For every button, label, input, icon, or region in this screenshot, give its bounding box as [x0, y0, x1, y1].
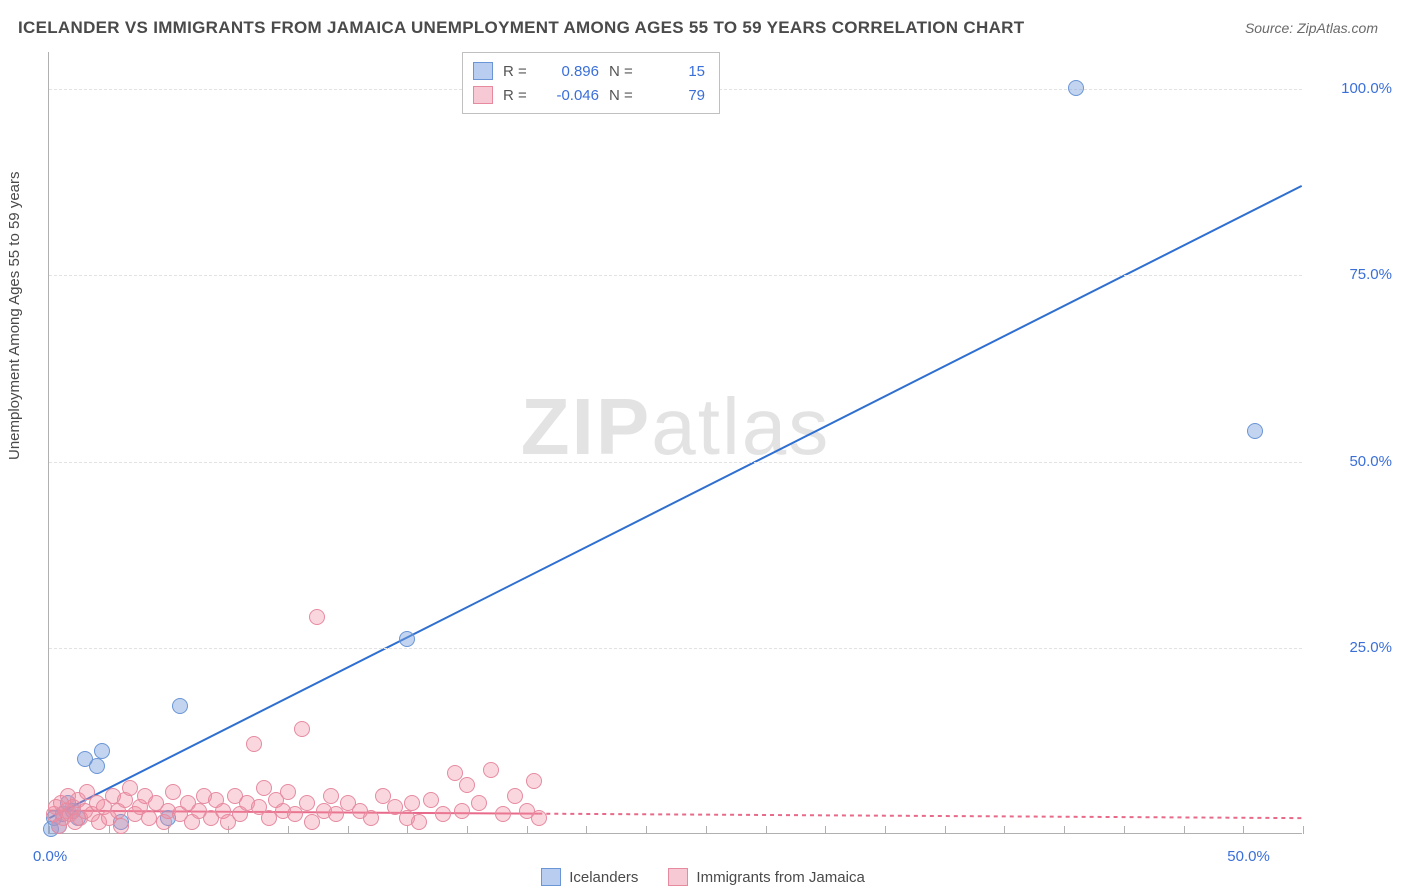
x-tick [586, 826, 587, 834]
x-tick [825, 826, 826, 834]
trend-line-extension [538, 814, 1301, 818]
x-tick [1184, 826, 1185, 834]
data-point [411, 814, 427, 830]
x-tick [348, 826, 349, 834]
data-point [165, 784, 181, 800]
x-tick [467, 826, 468, 834]
data-point [246, 736, 262, 752]
data-point [363, 810, 379, 826]
data-point [94, 743, 110, 759]
x-tick [1124, 826, 1125, 834]
data-point [113, 818, 129, 834]
data-point [309, 609, 325, 625]
data-point [1247, 423, 1263, 439]
data-point [495, 806, 511, 822]
legend-item-jamaica: Immigrants from Jamaica [668, 868, 864, 886]
r-label: R = [503, 87, 533, 104]
x-tick [407, 826, 408, 834]
data-point [294, 721, 310, 737]
x-tick-label: 0.0% [33, 848, 67, 865]
x-tick [885, 826, 886, 834]
data-point [423, 792, 439, 808]
swatch-blue [473, 62, 493, 80]
legend-label: Icelanders [569, 869, 638, 886]
n-label: N = [609, 87, 639, 104]
legend-correlation: R = 0.896 N = 15 R = -0.046 N = 79 [462, 52, 720, 114]
legend-row-jamaica: R = -0.046 N = 79 [473, 83, 705, 107]
n-label: N = [609, 63, 639, 80]
legend-row-icelanders: R = 0.896 N = 15 [473, 59, 705, 83]
data-point [89, 758, 105, 774]
legend-series: Icelanders Immigrants from Jamaica [0, 868, 1406, 886]
data-point [483, 762, 499, 778]
x-tick [706, 826, 707, 834]
trend-lines-layer [49, 52, 1302, 833]
data-point [299, 795, 315, 811]
data-point [531, 810, 547, 826]
data-point [399, 631, 415, 647]
n-value: 15 [649, 63, 705, 80]
x-tick [1064, 826, 1065, 834]
y-tick-label: 50.0% [1349, 453, 1392, 470]
x-tick [1004, 826, 1005, 834]
r-value: 0.896 [543, 63, 599, 80]
data-point [526, 773, 542, 789]
legend-item-icelanders: Icelanders [541, 868, 638, 886]
r-label: R = [503, 63, 533, 80]
x-tick [766, 826, 767, 834]
chart-plot-area: ZIPatlas [48, 52, 1302, 834]
data-point [280, 784, 296, 800]
data-point [471, 795, 487, 811]
x-tick-label: 50.0% [1227, 848, 1270, 865]
data-point [323, 788, 339, 804]
legend-label: Immigrants from Jamaica [696, 869, 864, 886]
x-tick [109, 826, 110, 834]
y-axis-label: Unemployment Among Ages 55 to 59 years [6, 171, 23, 460]
n-value: 79 [649, 87, 705, 104]
y-tick-label: 25.0% [1349, 639, 1392, 656]
data-point [1068, 80, 1084, 96]
grid-line [49, 648, 1302, 649]
swatch-blue [541, 868, 561, 886]
r-value: -0.046 [543, 87, 599, 104]
swatch-pink [668, 868, 688, 886]
swatch-pink [473, 86, 493, 104]
x-tick [527, 826, 528, 834]
source-label: Source: ZipAtlas.com [1245, 20, 1378, 36]
data-point [507, 788, 523, 804]
x-tick [288, 826, 289, 834]
data-point [404, 795, 420, 811]
y-tick-label: 75.0% [1349, 266, 1392, 283]
grid-line [49, 275, 1302, 276]
y-tick-label: 100.0% [1341, 80, 1392, 97]
chart-title: ICELANDER VS IMMIGRANTS FROM JAMAICA UNE… [18, 18, 1024, 38]
grid-line [49, 462, 1302, 463]
x-tick [1243, 826, 1244, 834]
data-point [459, 777, 475, 793]
data-point [172, 698, 188, 714]
data-point [454, 803, 470, 819]
trend-line [49, 186, 1301, 818]
data-point [435, 806, 451, 822]
x-tick [1303, 826, 1304, 834]
x-tick [646, 826, 647, 834]
x-tick [945, 826, 946, 834]
